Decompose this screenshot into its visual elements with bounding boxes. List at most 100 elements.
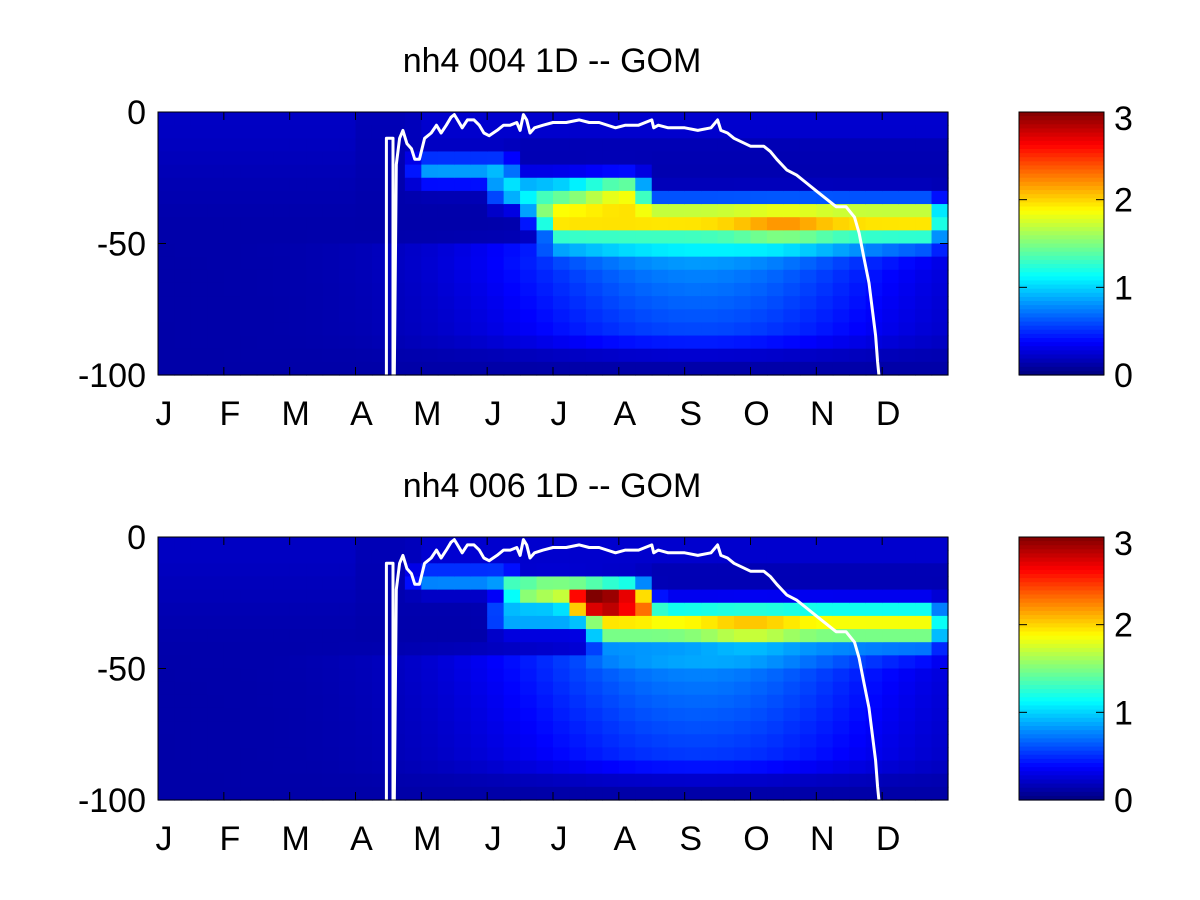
y-tick-label: 0 bbox=[127, 94, 146, 132]
heatmap-cell bbox=[898, 348, 916, 363]
heatmap-cell bbox=[618, 629, 636, 643]
heatmap-cell bbox=[174, 361, 192, 376]
heatmap-cell bbox=[701, 348, 719, 363]
colorbar-swatch bbox=[1019, 787, 1104, 793]
colorbar-swatch bbox=[1019, 693, 1104, 698]
heatmap-cell bbox=[371, 589, 390, 604]
heatmap-cell bbox=[306, 230, 324, 245]
heatmap-cell bbox=[190, 694, 208, 709]
heatmap-cell bbox=[783, 256, 801, 271]
heatmap-cell bbox=[437, 361, 455, 376]
heatmap-cell bbox=[750, 786, 768, 801]
heatmap-cell bbox=[207, 138, 225, 153]
heatmap-cell bbox=[799, 707, 817, 722]
heatmap-cell bbox=[437, 629, 455, 643]
heatmap-cell bbox=[832, 230, 850, 245]
heatmap-cell bbox=[454, 773, 472, 788]
heatmap-cell bbox=[569, 322, 587, 337]
heatmap-cell bbox=[553, 642, 571, 656]
heatmap-cell bbox=[684, 642, 702, 656]
heatmap-cell bbox=[355, 256, 373, 271]
heatmap-cell bbox=[289, 309, 307, 323]
heatmap-cell bbox=[717, 537, 735, 551]
heatmap-cell bbox=[388, 747, 406, 762]
heatmap-cell bbox=[865, 576, 883, 591]
heatmap-cell bbox=[306, 668, 324, 683]
heatmap-cell bbox=[421, 655, 439, 670]
colorbar-tick-label: 0 bbox=[1114, 357, 1133, 395]
heatmap-cell bbox=[174, 602, 192, 617]
heatmap-cell bbox=[832, 707, 850, 722]
heatmap-cell bbox=[717, 694, 735, 709]
x-tick-label: O bbox=[743, 395, 769, 433]
heatmap-cell bbox=[536, 734, 554, 748]
heatmap-cell bbox=[355, 138, 373, 153]
heatmap-cell bbox=[915, 112, 933, 126]
heatmap-cell bbox=[750, 243, 768, 258]
colorbar-swatch bbox=[1019, 602, 1104, 608]
heatmap-cell bbox=[454, 668, 472, 683]
heatmap-cell bbox=[898, 668, 916, 683]
heatmap-cell bbox=[898, 256, 916, 271]
heatmap-cell bbox=[898, 282, 916, 297]
heatmap-cell bbox=[273, 655, 291, 670]
heatmap-cell bbox=[158, 760, 176, 775]
colorbar-swatch bbox=[1019, 578, 1104, 583]
colorbar-swatch bbox=[1019, 627, 1104, 633]
heatmap-cell bbox=[651, 773, 669, 788]
heatmap-cell bbox=[717, 348, 735, 363]
heatmap-cell bbox=[717, 760, 735, 775]
heatmap-cell bbox=[158, 309, 176, 323]
heatmap-cell bbox=[832, 694, 850, 709]
heatmap-cell bbox=[602, 256, 620, 271]
heatmap-cell bbox=[898, 721, 916, 735]
heatmap-cell bbox=[470, 151, 488, 166]
heatmap-cell bbox=[799, 629, 817, 643]
colorbar-swatch bbox=[1019, 321, 1104, 327]
heatmap-cell bbox=[668, 747, 686, 762]
heatmap-cell bbox=[174, 747, 192, 762]
heatmap-cell bbox=[783, 576, 801, 591]
heatmap-cell bbox=[816, 361, 834, 376]
heatmap-cell bbox=[602, 177, 620, 192]
heatmap-cell bbox=[404, 602, 422, 617]
heatmap-cell bbox=[602, 629, 620, 643]
heatmap-cell bbox=[651, 563, 669, 578]
heatmap-cell bbox=[223, 243, 241, 258]
heatmap-cell bbox=[421, 589, 439, 604]
heatmap-cell bbox=[651, 269, 669, 284]
heatmap-cell bbox=[355, 322, 373, 337]
heatmap-cell bbox=[668, 576, 686, 591]
heatmap-cell bbox=[371, 747, 390, 762]
heatmap-cell bbox=[799, 282, 817, 297]
heatmap-cell bbox=[454, 694, 472, 709]
heatmap-cell bbox=[750, 747, 768, 762]
heatmap-cell bbox=[553, 760, 571, 775]
heatmap-cell bbox=[915, 177, 933, 192]
heatmap-cell bbox=[207, 681, 225, 696]
heatmap-cell bbox=[371, 348, 390, 363]
heatmap-cell bbox=[371, 125, 390, 139]
heatmap-cell bbox=[437, 734, 455, 748]
heatmap-cell bbox=[799, 348, 817, 363]
heatmap-cell bbox=[289, 629, 307, 643]
heatmap-cell bbox=[635, 681, 653, 696]
heatmap-cell bbox=[371, 243, 390, 258]
heatmap-cell bbox=[651, 296, 669, 310]
heatmap-cell bbox=[799, 112, 817, 126]
heatmap-cell bbox=[240, 786, 258, 801]
heatmap-cell bbox=[865, 602, 883, 617]
heatmap-cell bbox=[421, 773, 439, 788]
heatmap-cell bbox=[783, 335, 801, 350]
heatmap-cell bbox=[520, 348, 538, 363]
heatmap-cell bbox=[256, 217, 274, 231]
heatmap-cell bbox=[651, 151, 669, 166]
heatmap-cell bbox=[898, 335, 916, 350]
heatmap-cell bbox=[503, 322, 521, 337]
heatmap-cell bbox=[931, 296, 949, 310]
heatmap-cell bbox=[750, 361, 768, 376]
heatmap-cell bbox=[207, 707, 225, 722]
heatmap-cell bbox=[322, 296, 340, 310]
heatmap-cell bbox=[734, 786, 752, 801]
colorbar-swatch bbox=[1019, 730, 1104, 735]
